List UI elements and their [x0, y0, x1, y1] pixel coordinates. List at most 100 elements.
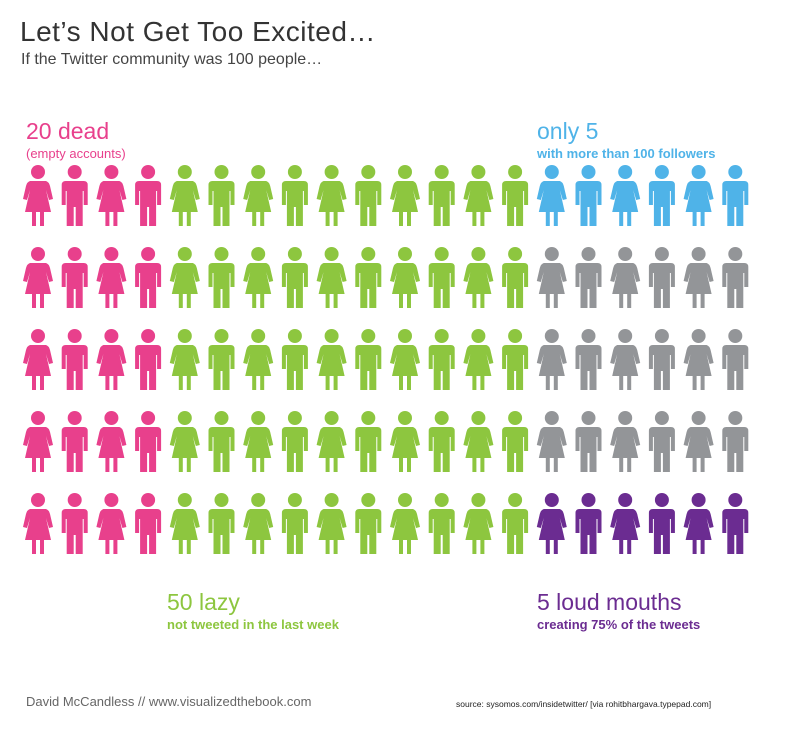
- person-lazy-r4-c11: [390, 411, 420, 472]
- person-dead-r1-c2: [61, 165, 88, 226]
- person-lazy-r2-c11: [390, 247, 420, 308]
- person-lazy-r3-c12: [428, 329, 455, 390]
- person-other-r2-c19: [683, 247, 714, 308]
- person-loud-r5-c20: [722, 493, 749, 554]
- person-other-r4-c20: [722, 411, 749, 472]
- person-lazy-r3-c10: [355, 329, 382, 390]
- person-lazy-r3-c13: [463, 329, 494, 390]
- person-lazy-r4-c13: [463, 411, 494, 472]
- person-dead-r1-c1: [23, 165, 53, 226]
- person-other-r2-c20: [722, 247, 749, 308]
- popular-count-label: only 5: [537, 118, 599, 144]
- person-dead-r5-c4: [135, 493, 162, 554]
- person-lazy-r4-c6: [208, 411, 235, 472]
- person-lazy-r3-c14: [502, 329, 529, 390]
- person-other-r2-c18: [648, 247, 675, 308]
- person-lazy-r3-c11: [390, 329, 420, 390]
- person-lazy-r2-c7: [243, 247, 274, 308]
- person-other-r3-c20: [722, 329, 749, 390]
- person-other-r4-c17: [610, 411, 641, 472]
- person-other-r3-c19: [683, 329, 714, 390]
- person-other-r2-c16: [575, 247, 602, 308]
- person-lazy-r1-c6: [208, 165, 235, 226]
- person-other-r3-c18: [648, 329, 675, 390]
- person-lazy-r1-c13: [463, 165, 494, 226]
- person-dead-r4-c2: [61, 411, 88, 472]
- loud-description: creating 75% of the tweets: [537, 617, 701, 632]
- person-other-r4-c15: [536, 411, 567, 472]
- person-loud-r5-c15: [536, 493, 567, 554]
- person-lazy-r5-c7: [243, 493, 274, 554]
- person-lazy-r1-c12: [428, 165, 455, 226]
- person-lazy-r2-c12: [428, 247, 455, 308]
- person-lazy-r5-c10: [355, 493, 382, 554]
- person-lazy-r2-c9: [316, 247, 347, 308]
- lazy-description: not tweeted in the last week: [167, 617, 339, 632]
- person-lazy-r2-c5: [169, 247, 200, 308]
- person-lazy-r1-c11: [390, 165, 420, 226]
- person-lazy-r1-c7: [243, 165, 274, 226]
- person-dead-r5-c3: [96, 493, 127, 554]
- person-lazy-r2-c13: [463, 247, 494, 308]
- person-lazy-r5-c6: [208, 493, 235, 554]
- person-dead-r5-c2: [61, 493, 88, 554]
- person-popular-r1-c18: [648, 165, 675, 226]
- person-lazy-r3-c7: [243, 329, 274, 390]
- person-popular-r1-c19: [683, 165, 714, 226]
- person-lazy-r3-c8: [281, 329, 308, 390]
- person-other-r4-c19: [683, 411, 714, 472]
- person-other-r2-c17: [610, 247, 641, 308]
- person-dead-r2-c3: [96, 247, 127, 308]
- person-popular-r1-c20: [722, 165, 749, 226]
- person-lazy-r5-c11: [390, 493, 420, 554]
- person-lazy-r3-c5: [169, 329, 200, 390]
- person-lazy-r5-c5: [169, 493, 200, 554]
- person-dead-r4-c1: [23, 411, 53, 472]
- person-lazy-r1-c9: [316, 165, 347, 226]
- person-other-r4-c16: [575, 411, 602, 472]
- person-lazy-r1-c5: [169, 165, 200, 226]
- person-lazy-r5-c9: [316, 493, 347, 554]
- person-lazy-r4-c14: [502, 411, 529, 472]
- person-lazy-r4-c9: [316, 411, 347, 472]
- chart-title: Let’s Not Get Too Excited…: [20, 16, 376, 47]
- person-dead-r3-c3: [96, 329, 127, 390]
- source-note: source: sysomos.com/insidetwitter/ [via …: [456, 699, 712, 709]
- popular-description: with more than 100 followers: [537, 146, 716, 161]
- person-dead-r4-c3: [96, 411, 127, 472]
- dead-description: (empty accounts): [26, 146, 126, 161]
- chart-subtitle: If the Twitter community was 100 people…: [21, 51, 323, 68]
- person-loud-r5-c19: [683, 493, 714, 554]
- person-lazy-r5-c8: [281, 493, 308, 554]
- loud-count-label: 5 loud mouths: [537, 589, 682, 615]
- person-lazy-r4-c7: [243, 411, 274, 472]
- person-loud-r5-c17: [610, 493, 641, 554]
- person-other-r4-c18: [648, 411, 675, 472]
- person-dead-r2-c1: [23, 247, 53, 308]
- person-popular-r1-c16: [575, 165, 602, 226]
- person-lazy-r2-c8: [281, 247, 308, 308]
- person-lazy-r1-c14: [502, 165, 529, 226]
- person-lazy-r3-c9: [316, 329, 347, 390]
- person-other-r3-c16: [575, 329, 602, 390]
- person-lazy-r4-c10: [355, 411, 382, 472]
- person-lazy-r1-c8: [281, 165, 308, 226]
- person-lazy-r2-c14: [502, 247, 529, 308]
- person-loud-r5-c16: [575, 493, 602, 554]
- person-dead-r3-c1: [23, 329, 53, 390]
- person-lazy-r5-c12: [428, 493, 455, 554]
- person-other-r2-c15: [536, 247, 567, 308]
- person-dead-r3-c4: [135, 329, 162, 390]
- person-loud-r5-c18: [648, 493, 675, 554]
- person-lazy-r5-c13: [463, 493, 494, 554]
- person-lazy-r3-c6: [208, 329, 235, 390]
- person-lazy-r4-c8: [281, 411, 308, 472]
- person-lazy-r5-c14: [502, 493, 529, 554]
- dead-count-label: 20 dead: [26, 118, 110, 144]
- person-dead-r1-c3: [96, 165, 127, 226]
- person-other-r3-c15: [536, 329, 567, 390]
- lazy-count-label: 50 lazy: [167, 589, 240, 615]
- person-lazy-r4-c5: [169, 411, 200, 472]
- person-other-r3-c17: [610, 329, 641, 390]
